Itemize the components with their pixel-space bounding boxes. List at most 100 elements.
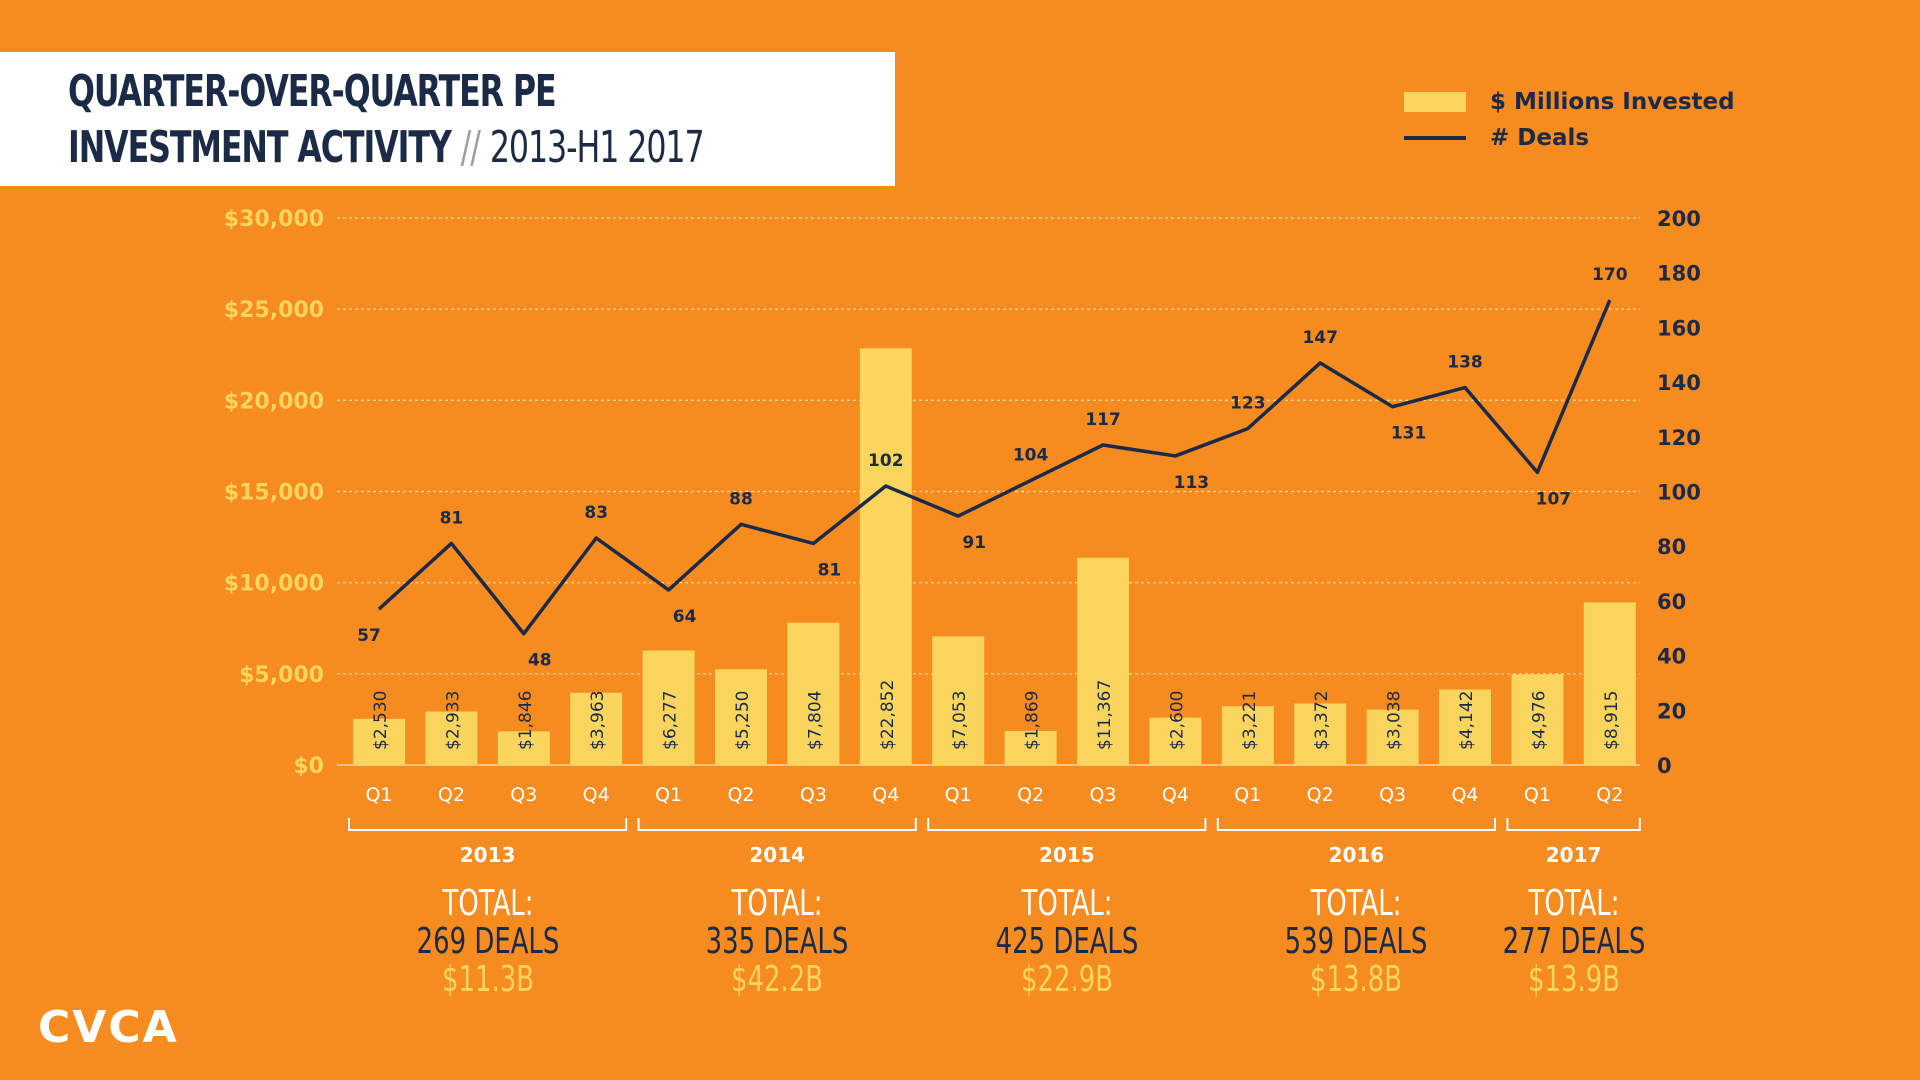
right-axis-tick-label: 180 [1657,262,1701,286]
year-bracket [348,818,628,831]
chart-title-line1: QUARTER-OVER-QUARTER PE [68,64,648,120]
right-axis-tick-label: 80 [1657,535,1686,559]
bar [932,636,985,765]
left-axis-tick-label: $20,000 [224,389,324,414]
deals-value-label: 138 [1447,353,1483,373]
total-amount: $11.3B [441,959,534,1000]
bar-value-label: $3,038 [1385,691,1405,750]
deals-value-label: 107 [1536,489,1572,509]
deals-line [377,299,1612,636]
bar [570,692,623,765]
bar-value-label: $8,915 [1602,691,1622,750]
bar-value-label: $4,976 [1529,691,1549,750]
bar [1583,602,1636,765]
bar [1149,717,1202,765]
right-axis-tick-label: 140 [1657,371,1701,395]
quarter-label: Q2 [1596,784,1623,806]
bar [1439,689,1491,765]
bar-value-label: $2,530 [371,691,391,750]
bar [425,711,478,765]
deals-value-label: 81 [818,560,842,580]
left-axis-tick-label: $15,000 [224,481,324,506]
bar-value-label: $6,277 [661,691,681,750]
total-label: TOTAL: [442,883,534,924]
legend-item-invested: $ Millions Invested [1404,84,1735,120]
right-axis-tick-label: 100 [1657,481,1701,505]
quarter-label: Q3 [510,784,537,806]
quarter-label: Q2 [727,784,754,806]
year-total-block: TOTAL: 539 DEALS $13.8B [1226,885,1486,999]
left-axis-tick-label: $30,000 [224,207,324,232]
year-label: 2013 [460,843,516,867]
chart-legend: $ Millions Invested # Deals [1404,84,1735,156]
bar [1221,706,1274,765]
left-axis-tick-label: $10,000 [224,572,324,597]
deals-value-label: 123 [1230,394,1266,414]
bar [642,650,695,765]
quarter-label: Q4 [583,784,610,806]
total-deals: 277 DEALS [1502,921,1645,962]
deals-value-label: 131 [1391,424,1427,444]
total-amount: $13.9B [1527,959,1620,1000]
deals-value-label: 57 [357,626,381,646]
quarter-label: Q2 [438,784,465,806]
bar-value-label: $2,933 [443,691,463,750]
bar-value-label: $3,221 [1240,691,1260,750]
total-deals: 425 DEALS [995,921,1139,962]
bar-value-label: $1,846 [516,691,536,750]
right-axis-tick-label: 160 [1657,316,1701,340]
total-amount: $42.2B [731,959,824,1000]
bar-value-label: $3,372 [1312,691,1332,750]
year-label: 2014 [749,843,805,867]
total-deals: 539 DEALS [1285,921,1428,962]
legend-bar-swatch [1404,92,1466,112]
bar-value-label: $7,804 [805,691,825,750]
bar [1077,557,1129,765]
quarter-label: Q1 [945,784,972,806]
total-label: TOTAL: [1528,883,1620,924]
bar [1366,709,1419,765]
bar [859,348,912,765]
year-bracket [1506,818,1641,831]
bar [497,731,550,765]
bar-value-label: $1,869 [1023,691,1043,750]
quarter-label: Q4 [1162,784,1189,806]
year-bracket [637,818,917,831]
year-label: 2016 [1329,843,1385,867]
year-total-block: TOTAL: 335 DEALS $42.2B [647,885,907,999]
deals-value-label: 104 [1013,446,1049,466]
left-axis-tick-label: $5,000 [239,663,324,688]
quarter-label: Q2 [1017,784,1044,806]
right-axis-tick-label: 60 [1657,590,1686,614]
deals-value-label: 83 [584,503,608,523]
year-total-block: TOTAL: 269 DEALS $11.3B [358,885,618,999]
deals-value-label: 88 [729,489,753,509]
bar-value-label: $7,053 [950,691,970,750]
quarter-label: Q3 [1089,784,1116,806]
left-axis-tick-label: $25,000 [224,298,324,323]
quarter-label: Q1 [1524,784,1551,806]
chart-title-line2: INVESTMENT ACTIVITY // 2013-H1 2017 [68,120,705,176]
quarter-label: Q3 [800,784,827,806]
year-total-block: TOTAL: 277 DEALS $13.9B [1444,885,1704,999]
right-axis-tick-label: 20 [1657,699,1686,723]
quarter-label: Q3 [1379,784,1406,806]
title-line2-text: INVESTMENT ACTIVITY [68,122,452,173]
right-axis-tick-label: 200 [1657,207,1701,231]
year-total-block: TOTAL: 425 DEALS $22.9B [937,885,1197,999]
quarter-label: Q2 [1307,784,1334,806]
legend-label-deals: # Deals [1490,125,1590,151]
year-label: 2017 [1546,843,1602,867]
legend-line-swatch [1404,136,1466,140]
bar [1004,730,1057,765]
right-axis-tick-label: 120 [1657,426,1701,450]
title-line1-text: QUARTER-OVER-QUARTER PE [68,66,557,117]
total-amount: $22.9B [1020,959,1113,1000]
deals-value-label: 170 [1592,265,1628,285]
deals-value-label: 113 [1174,473,1210,493]
bar [787,622,840,765]
title-separator: // [460,122,481,173]
quarter-label: Q1 [655,784,682,806]
bar-value-label: $4,142 [1457,691,1477,750]
